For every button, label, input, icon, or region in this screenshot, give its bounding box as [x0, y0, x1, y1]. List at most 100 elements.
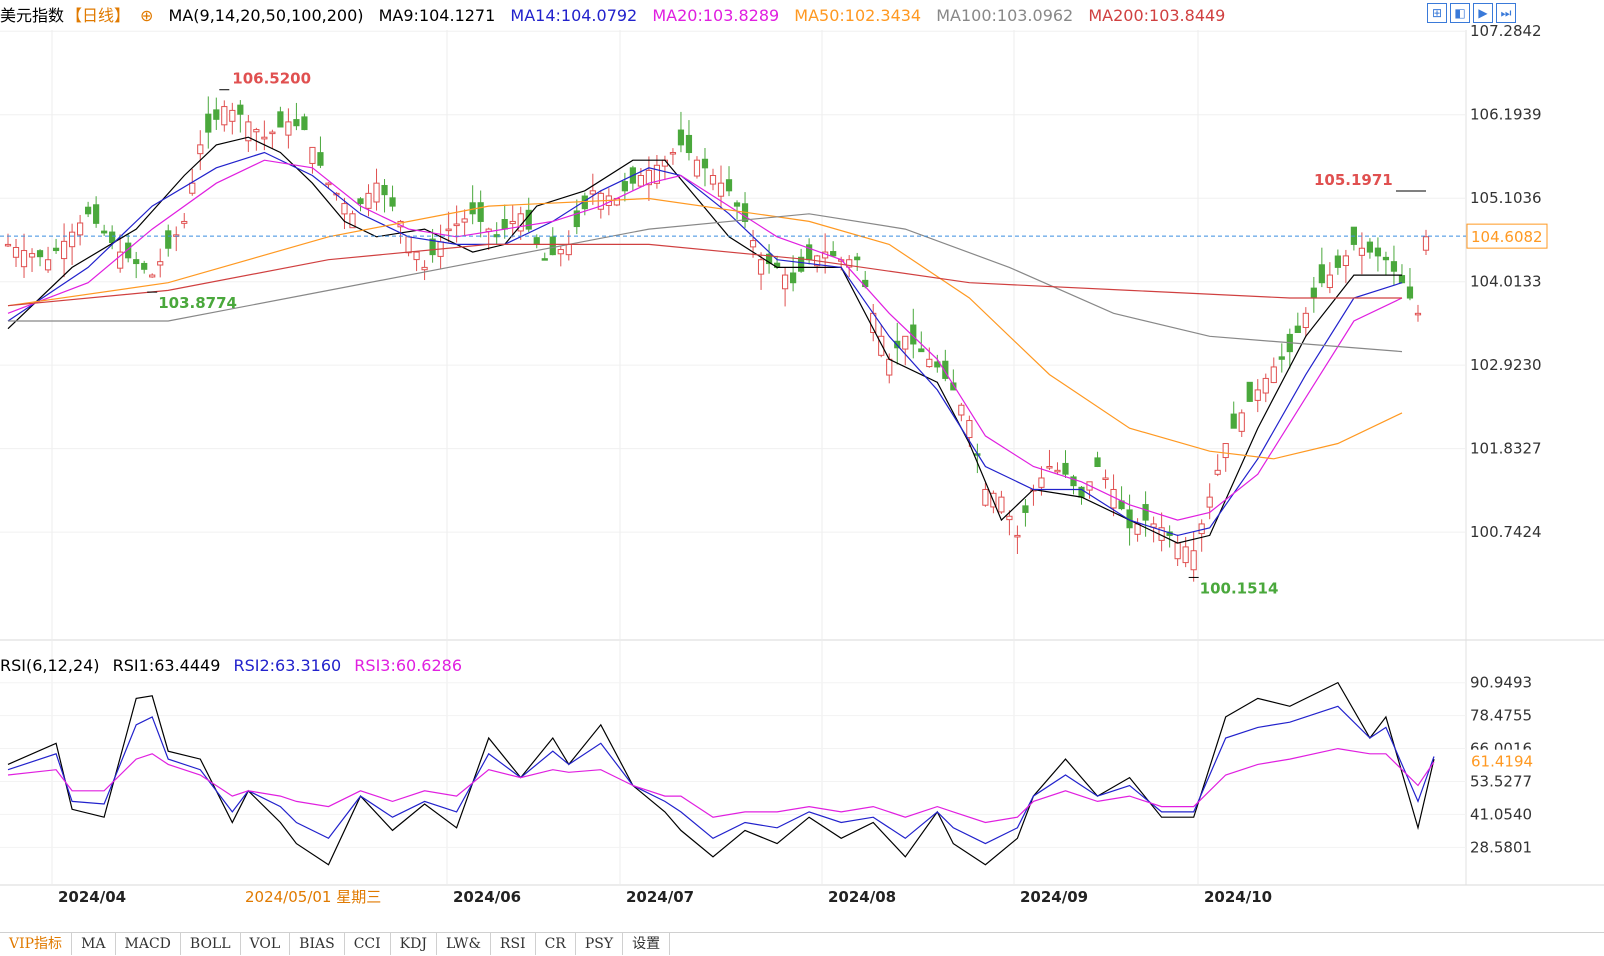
ma100-value: MA100:103.0962 [936, 6, 1074, 25]
tab-vol[interactable]: VOL [241, 933, 291, 955]
tab-lw[interactable]: LW& [437, 933, 491, 955]
candle-body [141, 262, 148, 270]
candle-body [1326, 274, 1333, 288]
candle-body [1078, 486, 1085, 498]
candle-body [830, 251, 837, 257]
rsi2-value: RSI2:63.3160 [233, 656, 342, 675]
rsi-line-rsi3 [7, 747, 1435, 824]
chart-toolbar: ⊞ ◧ ▶ ⏭ [1424, 2, 1516, 23]
tab-settings[interactable]: 设置 [623, 933, 671, 955]
candle-body [1390, 261, 1398, 272]
candle-body [389, 197, 396, 207]
candle-body [1374, 247, 1382, 257]
candle-body [1094, 457, 1101, 468]
price-tick-label: 101.8327 [1470, 440, 1542, 458]
candle-body [229, 109, 236, 122]
candle-body [966, 420, 973, 439]
tab-macd[interactable]: MACD [116, 933, 181, 955]
tab-psy[interactable]: PSY [576, 933, 624, 955]
tab-cr[interactable]: CR [536, 933, 576, 955]
rsi-indicator-label[interactable]: RSI(6,12,24) [0, 656, 100, 675]
ma200-value: MA200:103.8449 [1088, 6, 1226, 25]
rsi1-value: RSI1:63.4449 [112, 656, 221, 675]
rsi-tick-label: 41.0540 [1470, 805, 1532, 823]
candle-body [717, 182, 725, 197]
candle-body [565, 243, 572, 256]
zoom-out-icon[interactable]: ◧ [1450, 3, 1470, 23]
candle-body [1134, 523, 1141, 535]
price-tick-label: 107.2842 [1470, 22, 1542, 40]
rsi-header: RSI(6,12,24) RSI1:63.4449 RSI2:63.3160 R… [0, 656, 470, 678]
candle-body [1398, 275, 1406, 284]
candle-body [1270, 366, 1277, 384]
candle-body [125, 242, 132, 259]
candle-body [221, 106, 228, 126]
candle-body [902, 335, 909, 350]
candle-body [20, 250, 28, 268]
candle-body [277, 111, 284, 128]
zoom-fit-icon[interactable]: ⊞ [1427, 3, 1447, 23]
candle-body [1110, 488, 1117, 509]
candle-body [1238, 412, 1245, 432]
instrument-title: 美元指数 [0, 6, 65, 25]
tab-boll[interactable]: BOLL [181, 933, 241, 955]
candle-body [1310, 287, 1317, 299]
candle-body [101, 230, 108, 234]
candle-body [926, 358, 933, 368]
hover-date-label: 2024/05/01 星期三 [245, 888, 381, 906]
candle-body [421, 266, 428, 271]
candle-body [1102, 477, 1109, 480]
candle-body [1246, 381, 1253, 402]
tab-bias[interactable]: BIAS [290, 933, 345, 955]
candle-body [1254, 389, 1261, 401]
candle-body [461, 218, 468, 223]
candle-body [1294, 325, 1301, 333]
candle-body [998, 496, 1005, 513]
candle-body [1142, 504, 1149, 521]
candle-body [4, 243, 12, 247]
ma9-value: MA9:104.1271 [378, 6, 496, 25]
candle-body [1046, 466, 1053, 469]
tab-vip[interactable]: VIP指标 [0, 933, 73, 955]
candle-body [309, 146, 316, 164]
candle-body [1206, 496, 1213, 508]
candle-body [381, 184, 388, 196]
candle-body [509, 220, 516, 225]
tab-cci[interactable]: CCI [345, 933, 391, 955]
ma-indicator-label[interactable]: MA(9,14,20,50,100,200) [168, 6, 364, 25]
candle-body [1014, 534, 1021, 538]
candle-body [93, 204, 100, 224]
candle-body [1342, 255, 1349, 266]
candle-body [52, 247, 60, 252]
ma20-value: MA20:103.8289 [652, 6, 780, 25]
candle-body [85, 206, 92, 215]
tab-kdj[interactable]: KDJ [391, 933, 437, 955]
rsi-tick-label: 53.5277 [1470, 772, 1532, 790]
rsi-tick-label: 78.4755 [1470, 707, 1532, 725]
candle-body [573, 210, 580, 228]
candle-body [429, 238, 436, 256]
left-low-label: 103.8774 [158, 294, 237, 312]
date-label: 2024/09 [1020, 888, 1088, 906]
high-mark-label: 106.5200 [232, 70, 311, 88]
candle-body [685, 134, 693, 154]
rsi-current-label: 61.4194 [1471, 753, 1533, 771]
candle-body [1174, 542, 1181, 560]
tab-rsi[interactable]: RSI [491, 933, 536, 955]
last-high-label: 105.1971 [1314, 171, 1393, 189]
candle-body [1302, 312, 1309, 329]
candle-body [1006, 515, 1013, 521]
candle-body [149, 274, 156, 278]
candle-body [261, 136, 268, 140]
add-icon[interactable]: ⊕ [140, 6, 154, 25]
rsi3-value: RSI3:60.6286 [354, 656, 463, 675]
candle-body [621, 181, 628, 192]
candle-body [886, 358, 893, 376]
candle-body [549, 236, 556, 256]
play-icon[interactable]: ▶ [1473, 3, 1493, 23]
skip-end-icon[interactable]: ⏭ [1496, 3, 1516, 23]
period-label[interactable]: 【日线】 [66, 6, 131, 25]
candle-body [1406, 286, 1414, 299]
tab-ma[interactable]: MA [72, 933, 116, 955]
